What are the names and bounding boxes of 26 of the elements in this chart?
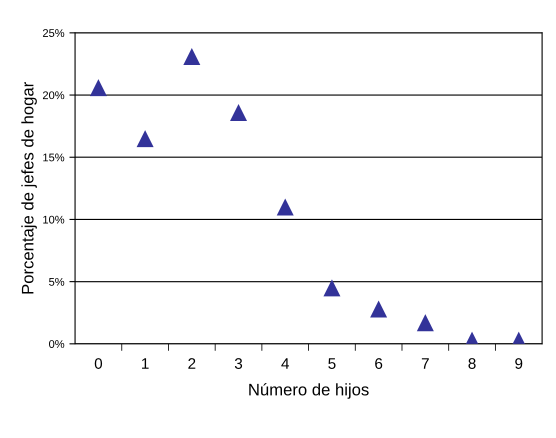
x-tick-label: 5: [328, 358, 336, 369]
x-tick-label: 7: [422, 358, 429, 369]
x-tick-label: 8: [468, 358, 476, 369]
y-tick-label: 5%: [49, 278, 64, 286]
point: [416, 314, 434, 332]
x-tick-label: 1: [142, 358, 149, 369]
point: [136, 130, 154, 148]
point: [90, 79, 107, 96]
point: [183, 48, 200, 65]
point: [323, 279, 340, 296]
x-tick-label: 3: [234, 358, 242, 369]
point: [230, 104, 248, 121]
y-axis-title: Porcentaje de jefes de hogar: [21, 82, 37, 294]
point: [370, 300, 388, 318]
x-axis-title: Número de hijos: [249, 383, 369, 399]
x-tick-label: 2: [188, 358, 196, 369]
x-tick-label: 0: [94, 358, 102, 369]
point: [276, 198, 294, 216]
x-tick-label: 9: [515, 358, 522, 369]
y-tick-label: 25%: [42, 29, 64, 37]
y-tick-label: 10%: [43, 216, 64, 224]
y-tick-label: 15%: [43, 154, 64, 162]
x-tick-label: 6: [375, 358, 382, 369]
y-tick-label: 20%: [42, 91, 64, 100]
x-tick-label: 4: [281, 358, 290, 369]
y-tick-label: 0%: [49, 340, 64, 348]
